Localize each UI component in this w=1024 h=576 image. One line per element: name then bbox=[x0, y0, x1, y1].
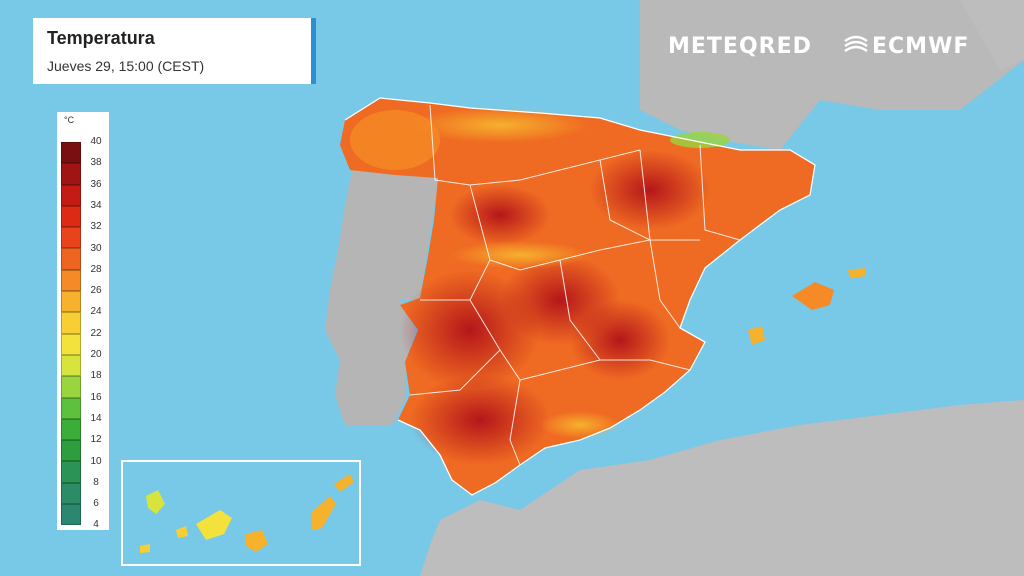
legend-swatch bbox=[61, 504, 81, 526]
legend-swatch bbox=[61, 269, 81, 292]
map-title: Temperatura bbox=[47, 28, 155, 48]
italy-land bbox=[960, 0, 1024, 70]
pyrenees-cool bbox=[670, 132, 730, 148]
legend-unit: °C bbox=[64, 115, 75, 125]
heat-meseta bbox=[450, 185, 550, 245]
map-subtitle: Jueves 29, 15:00 (CEST) bbox=[47, 58, 205, 74]
legend-tick-label: 34 bbox=[90, 199, 102, 211]
legend-swatch bbox=[61, 354, 81, 377]
legend-swatch bbox=[61, 482, 81, 505]
fuerteventura bbox=[312, 496, 336, 530]
mallorca bbox=[792, 282, 834, 310]
legend-tick-label: 14 bbox=[90, 412, 102, 424]
legend-color-bar bbox=[61, 142, 81, 526]
legend-swatch bbox=[61, 291, 81, 313]
legend-tick-label: 20 bbox=[90, 349, 102, 360]
legend-tick-label: 16 bbox=[90, 391, 102, 403]
menorca bbox=[848, 268, 866, 278]
legend-swatch bbox=[61, 205, 81, 228]
cool-central-system bbox=[450, 241, 590, 269]
legend-tick-label: 28 bbox=[90, 263, 102, 275]
lanzarote bbox=[334, 474, 354, 492]
legend-tick-label: 24 bbox=[90, 306, 102, 318]
legend-swatch bbox=[61, 333, 81, 355]
region-borders bbox=[409, 104, 741, 466]
legend-tick-label: 18 bbox=[90, 370, 102, 382]
temperature-legend: °C 40 38 36 34 32 30 28 26 24 22 20 18 16 14 12 10 8 6 4 bbox=[57, 112, 109, 530]
legend-tick-label: 26 bbox=[90, 285, 102, 297]
legend-tick-label: 32 bbox=[90, 221, 102, 233]
legend-tick-label: 12 bbox=[90, 434, 102, 446]
la-palma bbox=[146, 490, 165, 514]
cool-cantabrian bbox=[410, 107, 590, 143]
ibiza bbox=[748, 326, 765, 345]
legend-swatch bbox=[61, 248, 81, 270]
meteored-logo: METEQRED bbox=[668, 34, 812, 59]
legend-swatch bbox=[61, 418, 81, 441]
legend-tick-label: 10 bbox=[90, 455, 102, 467]
legend-swatch bbox=[61, 312, 81, 334]
legend-tick-label: 36 bbox=[90, 178, 102, 190]
cool-sierra-nevada bbox=[540, 411, 620, 439]
legend-swatch bbox=[61, 397, 81, 419]
heat-ebro bbox=[590, 150, 710, 230]
legend-swatch bbox=[61, 440, 81, 462]
legend-tick-label: 4 bbox=[93, 519, 99, 531]
legend-swatch bbox=[61, 227, 81, 249]
legend-swatch bbox=[61, 184, 81, 206]
africa-land bbox=[420, 400, 1024, 576]
legend-tick-label: 22 bbox=[90, 327, 102, 339]
france-land bbox=[640, 0, 1024, 150]
legend-swatch bbox=[61, 163, 81, 185]
legend-tick-label: 6 bbox=[93, 498, 99, 510]
galicia-warm bbox=[350, 110, 440, 170]
legend-tick-label: 30 bbox=[90, 242, 102, 254]
portugal-land bbox=[325, 170, 440, 425]
legend-swatch bbox=[61, 376, 81, 398]
legend-tick-label: 8 bbox=[93, 476, 99, 488]
legend-tick-label: 38 bbox=[90, 157, 102, 169]
title-panel: Temperatura Jueves 29, 15:00 (CEST) bbox=[33, 18, 316, 84]
spain-coastline bbox=[344, 97, 816, 496]
ecmwf-logo-icon bbox=[844, 35, 868, 53]
el-hierro bbox=[140, 544, 150, 553]
legend-tick-label: 40 bbox=[90, 136, 102, 147]
ecmwf-logo: ECMWF bbox=[872, 34, 970, 59]
tenerife bbox=[196, 510, 232, 540]
legend-swatch bbox=[61, 461, 81, 483]
legend-swatch bbox=[61, 142, 81, 164]
gran-canaria bbox=[246, 530, 268, 552]
canary-islands-inset-frame bbox=[121, 460, 361, 566]
canary-islands bbox=[140, 474, 354, 553]
heat-andalucia bbox=[410, 375, 550, 465]
la-gomera bbox=[176, 526, 188, 538]
